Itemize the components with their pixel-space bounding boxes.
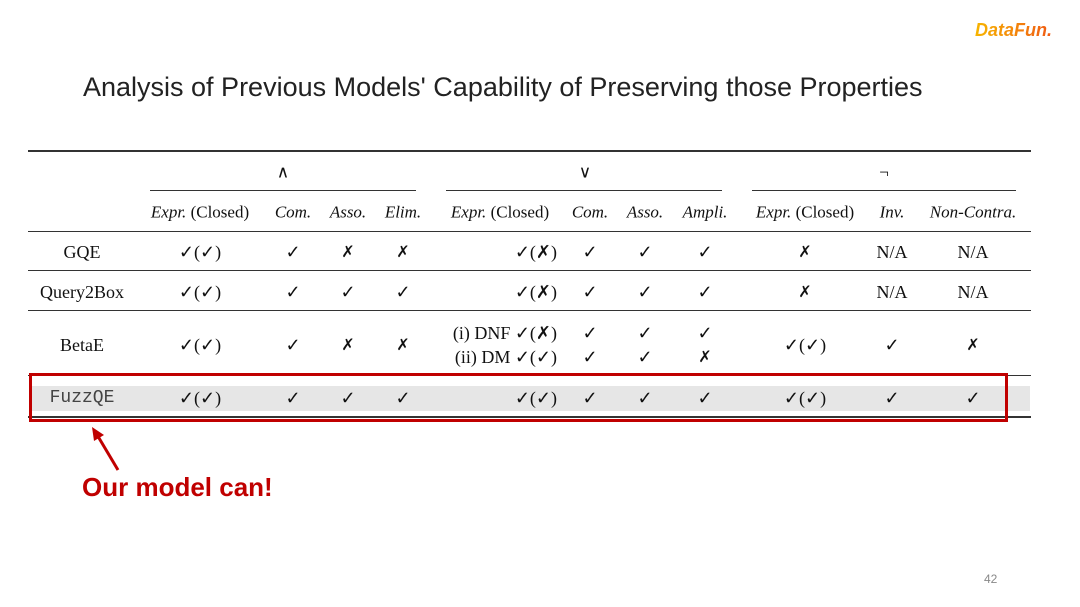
table-cell: ✓ <box>285 388 301 408</box>
model-name: GQE <box>63 242 101 262</box>
model-name: Query2Box <box>40 282 124 302</box>
table-cell: N/A <box>876 242 908 262</box>
group-rule <box>446 190 722 191</box>
column-header: Inv. <box>879 202 905 222</box>
table-cell: ✗ <box>396 242 410 261</box>
table-cell: ✓ <box>582 242 598 262</box>
table-cell: ✓ <box>582 282 598 302</box>
table-cell: ✓ <box>285 335 301 355</box>
column-header: Expr. (Closed) <box>450 202 550 222</box>
group-header: ∧ <box>276 162 290 182</box>
slide-title: Analysis of Previous Models' Capability … <box>83 72 923 102</box>
table-cell: (i) DNF ✓(✗) <box>452 323 557 343</box>
row-rule <box>28 270 1031 271</box>
table-cell: ✓ <box>340 388 356 408</box>
table-cell: ✓(✓) <box>178 388 222 408</box>
table-cell: N/A <box>957 282 989 302</box>
table-cell: ✓ <box>884 335 900 355</box>
group-header: ¬ <box>879 162 889 182</box>
column-header: Expr. (Closed) <box>755 202 855 222</box>
table-cell: ✓ <box>582 347 598 367</box>
table-cell: ✓ <box>582 323 598 343</box>
column-header: Com. <box>571 202 609 222</box>
model-name: BetaE <box>60 335 104 355</box>
column-header: Asso. <box>626 202 664 222</box>
fuzzqe-row-highlight <box>30 386 1030 411</box>
datafun-logo: DataFun. <box>975 20 1053 40</box>
table-cell: N/A <box>876 282 908 302</box>
table-cell: ✓ <box>637 323 653 343</box>
table-cell: ✗ <box>698 347 712 366</box>
column-header: Com. <box>274 202 312 222</box>
table-cell: ✓ <box>637 282 653 302</box>
row-rule <box>28 310 1031 311</box>
table-cell: ✗ <box>396 335 410 354</box>
table-cell: ✓(✓) <box>178 242 222 262</box>
group-header: ∨ <box>578 162 592 182</box>
highlight-box <box>29 373 1008 422</box>
table-cell: ✓ <box>637 347 653 367</box>
table-cell: ✓ <box>285 282 301 302</box>
table-cell: ✓ <box>697 323 713 343</box>
table-cell: ✓(✓) <box>783 388 827 408</box>
group-rule <box>150 190 416 191</box>
table-cell: ✓ <box>637 388 653 408</box>
top-rule <box>28 150 1031 152</box>
bottom-rule <box>28 416 1031 418</box>
table-cell: ✓ <box>582 388 598 408</box>
table-cell: ✓(✓) <box>178 282 222 302</box>
table-cell: ✓ <box>884 388 900 408</box>
table-cell: ✗ <box>966 335 980 354</box>
table-cell: ✓ <box>637 242 653 262</box>
column-header: Asso. <box>329 202 367 222</box>
table-cell: ✓ <box>697 242 713 262</box>
table-cell: ✗ <box>798 242 812 261</box>
table-cell: ✓ <box>697 388 713 408</box>
column-header: Ampli. <box>682 202 728 222</box>
table-cell: ✗ <box>341 335 355 354</box>
row-rule <box>28 231 1031 232</box>
arrow-icon <box>92 427 120 471</box>
table-cell: ✓(✗) <box>514 282 557 302</box>
table-cell: ✓(✓) <box>178 335 222 355</box>
column-header: Expr. (Closed) <box>150 202 250 222</box>
callout-text: Our model can! <box>82 472 273 502</box>
page-number: 42 <box>984 572 998 586</box>
table-cell: ✓(✓) <box>783 335 827 355</box>
table-cell: ✓(✗) <box>514 242 557 262</box>
group-rule <box>752 190 1016 191</box>
table-cell: ✓ <box>395 282 411 302</box>
table-cell: ✓ <box>395 388 411 408</box>
table-cell: ✗ <box>798 282 812 301</box>
model-name: FuzzQE <box>49 388 115 408</box>
table-cell: ✗ <box>341 242 355 261</box>
table-cell: ✓ <box>965 388 981 408</box>
table-cell: ✓ <box>340 282 356 302</box>
table-cell: (ii) DM ✓(✓) <box>454 347 557 367</box>
table-cell: ✓ <box>285 242 301 262</box>
column-header: Non-Contra. <box>929 202 1017 222</box>
table-cell: ✓(✓) <box>514 388 557 408</box>
table-cell: ✓ <box>697 282 713 302</box>
table-cell: N/A <box>957 242 989 262</box>
column-header: Elim. <box>384 202 422 222</box>
